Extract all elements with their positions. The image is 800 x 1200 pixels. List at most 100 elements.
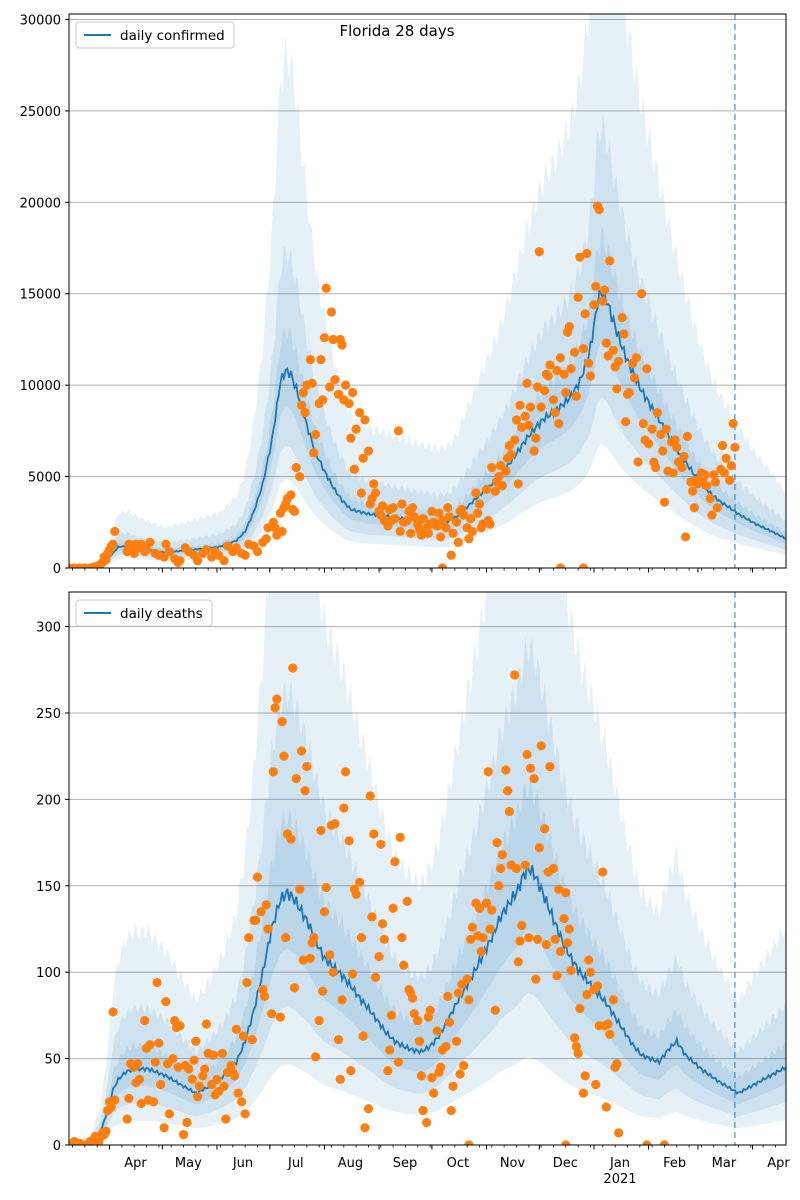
deaths-data-point xyxy=(344,836,354,846)
confirmed-band-outer xyxy=(69,14,786,568)
confirmed-data-point xyxy=(573,292,583,302)
confirmed-data-point xyxy=(575,252,585,262)
confirmed-data-point xyxy=(672,442,682,452)
confirmed-data-point xyxy=(679,451,689,462)
deaths-data-point xyxy=(492,837,502,848)
confirmed-data-point xyxy=(642,364,652,374)
deaths-data-point xyxy=(582,990,592,1000)
deaths-data-point xyxy=(286,834,296,844)
confirmed-data-point xyxy=(240,550,250,560)
deaths-data-point xyxy=(377,919,388,929)
confirmed-data-point xyxy=(161,539,171,549)
confirmed-data-point xyxy=(621,417,631,427)
confirmed-data-point xyxy=(566,364,576,374)
deaths-data-point xyxy=(339,803,349,813)
confirmed-data-point xyxy=(298,387,308,398)
deaths-data-point xyxy=(309,933,319,943)
confirmed-data-point xyxy=(318,395,328,405)
confirmed-data-point xyxy=(548,395,559,405)
deaths-data-point xyxy=(462,974,472,984)
deaths-data-point xyxy=(554,884,564,894)
confirmed-data-point xyxy=(395,526,405,537)
deaths-data-point xyxy=(263,924,273,934)
confirmed-data-point xyxy=(471,488,481,498)
confirmed-data-point xyxy=(295,471,305,482)
deaths-data-point xyxy=(208,1050,219,1060)
confirmed-data-point xyxy=(337,340,347,350)
confirmed-data-point xyxy=(370,488,381,498)
deaths-data-point xyxy=(198,1071,208,1081)
confirmed-plot-area xyxy=(69,14,786,568)
confirmed-data-point xyxy=(141,545,152,555)
deaths-y-tick-label: 200 xyxy=(36,793,61,808)
confirmed-data-point xyxy=(555,563,566,568)
confirmed-legend: daily confirmed xyxy=(75,21,235,49)
deaths-data-point xyxy=(275,1012,286,1022)
deaths-data-point xyxy=(608,995,618,1005)
confirmed-data-point xyxy=(605,256,615,266)
confirmed-data-point xyxy=(652,407,662,418)
deaths-data-point xyxy=(451,1036,462,1046)
confirmed-data-point xyxy=(601,338,611,348)
deaths-data-point xyxy=(564,924,574,934)
deaths-data-point xyxy=(333,1034,344,1045)
confirmed-data-point xyxy=(702,481,712,491)
confirmed-data-point xyxy=(677,462,687,473)
deaths-y-tick-label: 300 xyxy=(36,621,61,636)
confirmed-y-tick-label: 10000 xyxy=(20,379,61,394)
confirmed-data-point xyxy=(569,347,580,357)
deaths-data-point xyxy=(316,825,326,836)
deaths-data-point xyxy=(237,1097,247,1107)
deaths-data-point xyxy=(124,1093,134,1103)
deaths-data-point xyxy=(481,898,492,908)
deaths-data-point xyxy=(161,996,171,1007)
confirmed-data-point xyxy=(497,481,507,491)
deaths-data-point xyxy=(490,1005,500,1015)
x-tick-label: Aug xyxy=(338,1156,363,1171)
confirmed-data-point xyxy=(670,435,680,445)
deaths-data-point xyxy=(612,1059,622,1069)
confirmed-data-point xyxy=(529,446,539,456)
confirmed-data-point xyxy=(319,333,330,343)
confirmed-band-mid xyxy=(69,116,786,568)
confirmed-data-point xyxy=(515,400,525,410)
confirmed-data-point xyxy=(550,407,560,418)
x-tick-label: Sep xyxy=(393,1156,418,1171)
deaths-data-point xyxy=(425,1005,435,1015)
deaths-data-point xyxy=(455,1069,465,1079)
confirmed-data-point xyxy=(545,360,555,370)
deaths-data-point xyxy=(501,765,511,775)
deaths-data-point xyxy=(464,995,474,1005)
confirmed-data-point xyxy=(464,534,474,544)
confirmed-data-point xyxy=(300,407,310,418)
deaths-data-point xyxy=(559,914,569,924)
deaths-data-point xyxy=(555,946,566,957)
confirmed-band-inner xyxy=(69,227,786,568)
deaths-data-point xyxy=(184,1064,194,1074)
deaths-data-point xyxy=(448,1081,458,1091)
confirmed-data-point xyxy=(311,429,321,440)
deaths-data-point xyxy=(464,1140,474,1145)
confirmed-data-point xyxy=(624,387,634,398)
deaths-data-point xyxy=(136,1098,146,1109)
confirmed-axes-frame xyxy=(68,13,787,569)
confirmed-data-point xyxy=(730,442,740,452)
deaths-data-point xyxy=(503,786,513,796)
deaths-data-point xyxy=(605,1029,615,1039)
deaths-data-point xyxy=(318,986,328,996)
deaths-data-point xyxy=(407,993,418,1003)
confirmed-data-point xyxy=(638,418,648,429)
confirmed-y-tick-label: 5000 xyxy=(28,471,61,486)
deaths-data-point xyxy=(221,1114,231,1124)
deaths-y-tick-label: 250 xyxy=(36,707,61,722)
confirmed-data-point xyxy=(307,378,317,388)
deaths-data-point xyxy=(370,972,381,982)
deaths-data-point xyxy=(603,1019,613,1029)
x-tick-label: Nov xyxy=(500,1156,526,1171)
deaths-data-point xyxy=(562,938,573,948)
confirmed-data-point xyxy=(659,497,670,507)
deaths-data-point xyxy=(580,1071,590,1081)
confirmed-y-tick-label: 20000 xyxy=(20,196,61,211)
confirmed-data-point xyxy=(524,420,534,430)
